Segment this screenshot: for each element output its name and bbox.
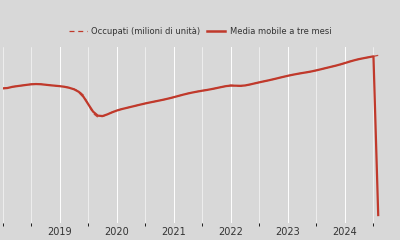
Legend: Occupati (milioni di unità), Media mobile a tre mesi: Occupati (milioni di unità), Media mobil…	[66, 24, 334, 39]
